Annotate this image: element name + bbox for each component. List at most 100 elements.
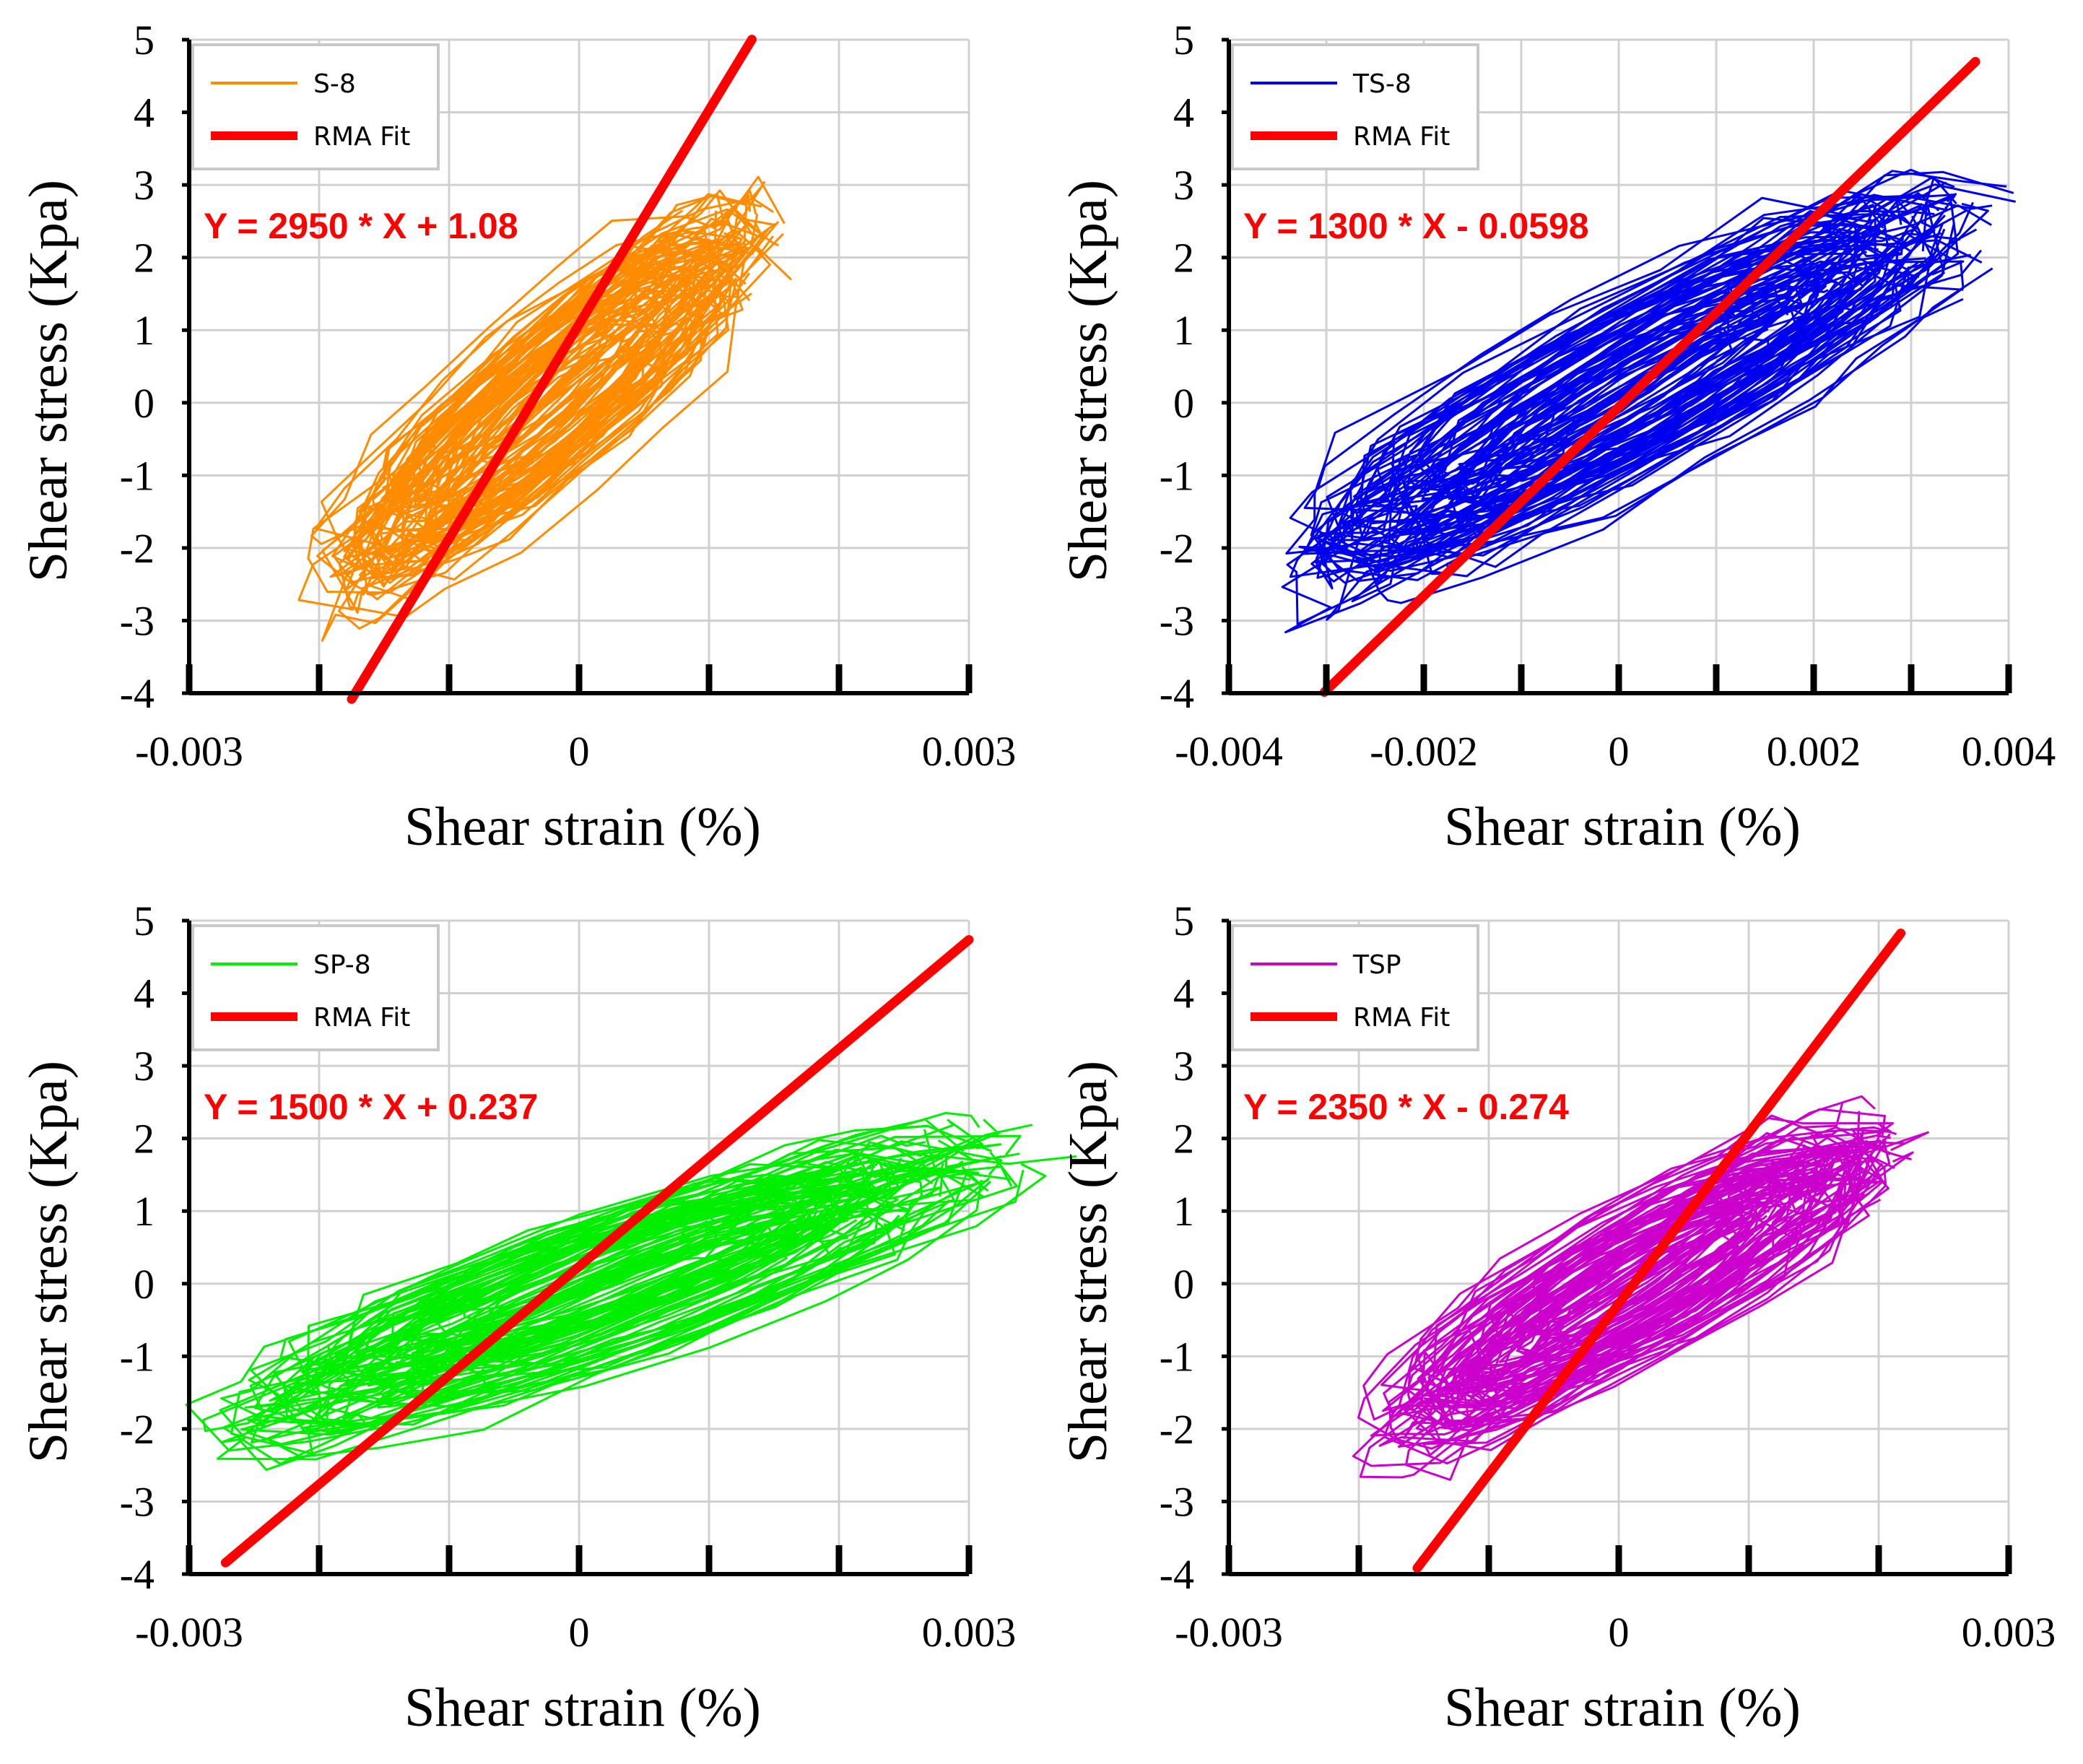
series-loop	[316, 258, 752, 596]
x-axis-title: Shear strain (%)	[1444, 1677, 1801, 1738]
y-tick-label: -1	[1160, 452, 1194, 499]
series-loop	[1347, 205, 1873, 540]
series-loop	[448, 274, 697, 482]
series-loop	[1310, 244, 1910, 583]
y-axis-title: Shear stress (Kpa)	[18, 1061, 79, 1463]
y-tick-label: -3	[1160, 1478, 1194, 1525]
x-tick-label: 0.003	[1962, 1609, 2056, 1656]
series-loop	[1422, 1138, 1912, 1456]
rma-fit-line	[1319, 56, 1980, 698]
x-axis-title: Shear strain (%)	[1444, 796, 1801, 857]
legend: SP-8 RMA Fit	[191, 924, 440, 1051]
legend-series-label: S-8	[313, 69, 356, 99]
series-loop	[1419, 1108, 1886, 1393]
legend-box	[191, 924, 440, 1051]
legend: TS-8 RMA Fit	[1231, 43, 1479, 170]
chart-panel-4: -4 -3 -2 -1 0 1 2 3 4 5 -0.003 0 0.003 Shear strain (…	[1058, 898, 2056, 1738]
y-tick-label: 2	[134, 235, 155, 282]
y-tick-label: 0	[134, 1261, 155, 1308]
y-axis-title: Shear stress (Kpa)	[1058, 1061, 1118, 1463]
legend-box	[191, 43, 440, 170]
x-tick-label: 0	[569, 1609, 590, 1656]
legend-fit-label: RMA Fit	[1353, 122, 1450, 152]
series-loop	[272, 1158, 882, 1425]
y-tick-label: 3	[1173, 162, 1194, 209]
y-tick-label: -4	[120, 670, 155, 717]
series-loop	[321, 220, 780, 642]
series-loop	[1440, 283, 1848, 514]
series-loop	[444, 347, 642, 525]
legend-fit-label: RMA Fit	[1353, 1003, 1450, 1033]
series-loop	[386, 1162, 876, 1343]
x-tick-label: -0.004	[1175, 728, 1283, 775]
series-loop	[1515, 1203, 1743, 1355]
y-tick-label: 1	[134, 1188, 155, 1235]
y-tick-label: -3	[1160, 597, 1194, 644]
series-loop	[404, 251, 744, 553]
y-tick-label: 2	[1173, 1116, 1194, 1163]
y-tick-label: 5	[1173, 898, 1194, 944]
series-loop	[370, 207, 760, 588]
series-loop	[362, 267, 673, 560]
y-tick-label: 5	[134, 898, 155, 944]
y-axis-title: Shear stress (Kpa)	[1058, 180, 1118, 582]
y-tick-label: -3	[120, 597, 155, 644]
series-loop	[432, 1225, 760, 1370]
y-tick-label: 4	[134, 90, 155, 136]
series-loop	[1404, 1178, 1882, 1451]
series-loop	[352, 208, 784, 567]
y-tick-label: -1	[120, 1333, 155, 1380]
rma-fit-line	[220, 934, 974, 1568]
series-loop	[1435, 1183, 1846, 1420]
x-tick-label: 0	[1609, 728, 1630, 775]
y-tick-label: 2	[1173, 235, 1194, 282]
x-axis-title: Shear strain (%)	[404, 796, 761, 857]
y-tick-label: -3	[120, 1478, 155, 1525]
x-tick-label: -0.003	[135, 728, 243, 775]
y-tick-label: 2	[134, 1116, 155, 1163]
series-loop	[314, 1139, 922, 1376]
series-loop	[1351, 257, 1926, 603]
legend-series-label: SP-8	[313, 950, 371, 980]
chart-panel-3: -4 -3 -2 -1 0 1 2 3 4 5 -0.003 0 0.003 Shear strain (…	[18, 898, 1077, 1738]
series-loop	[1464, 1185, 1778, 1392]
y-tick-label: -1	[120, 452, 155, 499]
series-loop	[1418, 251, 1936, 521]
series-loop	[253, 1185, 910, 1426]
x-tick-label: -0.003	[1175, 1609, 1283, 1656]
series-loop	[345, 293, 719, 581]
series-loop	[1411, 266, 1843, 555]
series-loop	[329, 175, 786, 584]
series-loop	[1465, 1197, 1804, 1391]
x-tick-label: 0.002	[1767, 728, 1861, 775]
y-tick-label: 4	[134, 970, 155, 1017]
legend-box	[1231, 43, 1479, 170]
legend-fit-label: RMA Fit	[313, 1003, 410, 1033]
series-loop	[1310, 221, 1927, 569]
legend-box	[1231, 924, 1479, 1051]
legend: TSP RMA Fit	[1231, 924, 1479, 1051]
y-tick-label: -4	[1160, 1551, 1194, 1598]
y-tick-label: 1	[1173, 1188, 1194, 1235]
series-loop	[284, 1124, 993, 1403]
y-tick-label: 4	[1173, 90, 1194, 136]
series-loop	[386, 1199, 837, 1369]
y-tick-label: 3	[134, 162, 155, 209]
y-tick-label: -2	[1160, 525, 1194, 572]
x-tick-label: 0	[569, 728, 590, 775]
series-loop	[1458, 282, 1801, 478]
y-tick-label: 1	[1173, 307, 1194, 354]
y-tick-label: 0	[1173, 1261, 1194, 1308]
rma-fit-line	[1412, 929, 1906, 1573]
y-tick-label: -2	[120, 525, 155, 572]
fit-equation: Y = 2350 * X - 0.274	[1243, 1087, 1569, 1127]
fit-equation: Y = 1300 * X - 0.0598	[1243, 206, 1589, 246]
series-loop	[1302, 196, 1902, 555]
fit-equation: Y = 2950 * X + 1.08	[204, 206, 518, 246]
series-loop	[1482, 1148, 1830, 1377]
series-loops	[185, 1111, 1077, 1472]
fit-equation: Y = 1500 * X + 0.237	[204, 1087, 538, 1127]
series-loop	[399, 231, 723, 503]
x-axis-title: Shear strain (%)	[404, 1677, 761, 1738]
x-tick-label: -0.002	[1370, 728, 1478, 775]
